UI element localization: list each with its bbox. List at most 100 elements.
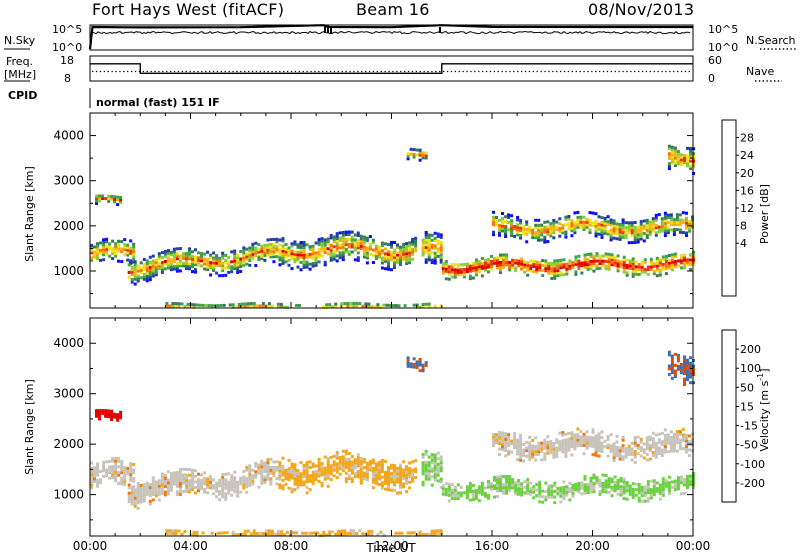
- power-cell: [670, 265, 674, 269]
- power-cell: [221, 264, 225, 268]
- power-cell: [212, 263, 216, 267]
- velocity-cell: [166, 470, 170, 474]
- power-cell: [387, 252, 390, 256]
- freq-line: [90, 63, 693, 75]
- power-cell: [477, 262, 481, 266]
- velocity-cell: [619, 476, 623, 480]
- power-cell: [218, 256, 222, 260]
- power-colorbar-label: Power [dB]: [758, 184, 771, 244]
- power-cell: [323, 250, 327, 254]
- velocity-cell: [418, 358, 422, 361]
- power-cell: [188, 249, 191, 253]
- velocity-cell: [349, 532, 353, 535]
- velocity-cell: [616, 484, 620, 488]
- power-cell: [621, 218, 625, 222]
- velocity-cell: [501, 434, 504, 438]
- velocity-cell: [371, 461, 375, 465]
- velocity-cell: [166, 484, 170, 487]
- power-cell: [299, 253, 303, 257]
- velocity-cell: [175, 479, 179, 483]
- velocity-cell: [571, 483, 575, 487]
- velocity-cell: [251, 474, 255, 478]
- power-cell: [260, 244, 264, 248]
- power-cell: [272, 245, 276, 249]
- power-cell: [529, 264, 533, 268]
- power-cell: [511, 266, 515, 270]
- velocity-cell: [619, 493, 623, 497]
- power-cell: [96, 244, 99, 248]
- power-cell: [412, 303, 416, 307]
- velocity-cell: [424, 461, 428, 464]
- velocity-cell: [444, 493, 448, 497]
- velocity-cell: [200, 481, 203, 485]
- power-cell: [676, 155, 680, 158]
- velocity-cell: [399, 483, 402, 486]
- velocity-cell: [182, 481, 185, 485]
- power-cell: [547, 264, 551, 268]
- velocity-cell: [114, 468, 118, 471]
- velocity-cell: [421, 461, 425, 465]
- power-cell: [387, 250, 390, 254]
- velocity-cell: [377, 474, 381, 478]
- velocity-cell: [555, 449, 559, 453]
- velocity-cell: [130, 502, 134, 506]
- power-cell: [570, 234, 574, 238]
- velocity-cell: [513, 440, 517, 444]
- power-cell: [631, 267, 635, 271]
- power-cell: [640, 268, 644, 272]
- power-cell: [592, 264, 596, 268]
- velocity-cell: [689, 361, 692, 365]
- power-cell: [356, 243, 360, 247]
- velocity-cell: [651, 431, 655, 435]
- velocity-cell: [323, 466, 327, 470]
- power-cell: [352, 301, 356, 305]
- velocity-cell: [670, 357, 674, 361]
- power-cell: [675, 223, 679, 227]
- velocity-cell: [346, 532, 350, 535]
- power-cell: [107, 199, 111, 203]
- velocity-cell: [248, 470, 252, 473]
- power-cell: [689, 255, 692, 259]
- power-cell: [293, 240, 297, 244]
- velocity-cell: [209, 475, 213, 479]
- velocity-cell: [688, 440, 691, 444]
- power-cell: [323, 245, 327, 249]
- velocity-cell: [465, 488, 469, 492]
- velocity-cell: [663, 445, 667, 448]
- velocity-cell: [231, 530, 235, 534]
- power-cell: [565, 267, 569, 271]
- power-cell: [230, 267, 234, 271]
- power-cell: [618, 235, 622, 239]
- power-cell: [178, 254, 182, 258]
- power-cell: [359, 244, 363, 248]
- velocity-cell: [424, 449, 428, 453]
- velocity-cell: [221, 481, 225, 485]
- power-cell: [657, 228, 661, 231]
- velocity-cell: [565, 490, 569, 494]
- velocity-cell: [160, 480, 164, 484]
- power-cell: [663, 219, 667, 223]
- power-cell: [356, 241, 360, 245]
- power-cell: [311, 252, 315, 256]
- velocity-cell: [359, 465, 363, 469]
- velocity-cell: [579, 435, 583, 439]
- velocity-cell: [148, 494, 152, 498]
- velocity-cell: [595, 479, 599, 482]
- power-cell: [126, 246, 130, 250]
- velocity-cell: [439, 532, 443, 535]
- velocity-cell: [396, 480, 399, 484]
- velocity-cell: [498, 430, 501, 434]
- power-cell: [444, 277, 448, 281]
- velocity-cell: [356, 458, 360, 462]
- power-cell: [338, 251, 342, 255]
- velocity-cell: [260, 470, 264, 474]
- power-cell: [380, 241, 384, 245]
- power-cell: [399, 263, 402, 267]
- power-cell: [685, 226, 688, 230]
- power-cell: [658, 268, 662, 272]
- velocity-cell: [123, 482, 127, 486]
- power-cell: [370, 305, 374, 309]
- power-cell: [550, 269, 554, 273]
